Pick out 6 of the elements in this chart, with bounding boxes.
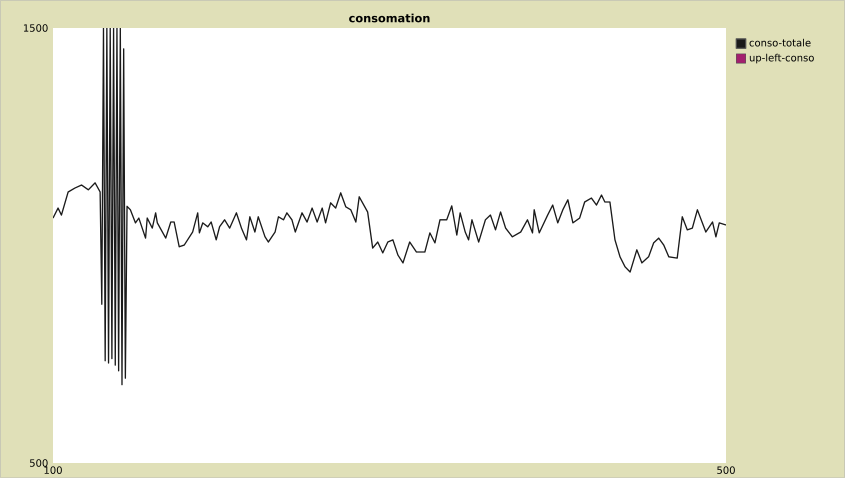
chart-title: consomation <box>349 13 430 22</box>
y-tick-label: 1500 <box>24 24 48 32</box>
legend-label: conso-totale <box>750 38 811 46</box>
x-tick-label: 100 <box>44 466 62 474</box>
line-series <box>53 28 726 386</box>
legend-label: up-left-conso <box>750 54 814 64</box>
